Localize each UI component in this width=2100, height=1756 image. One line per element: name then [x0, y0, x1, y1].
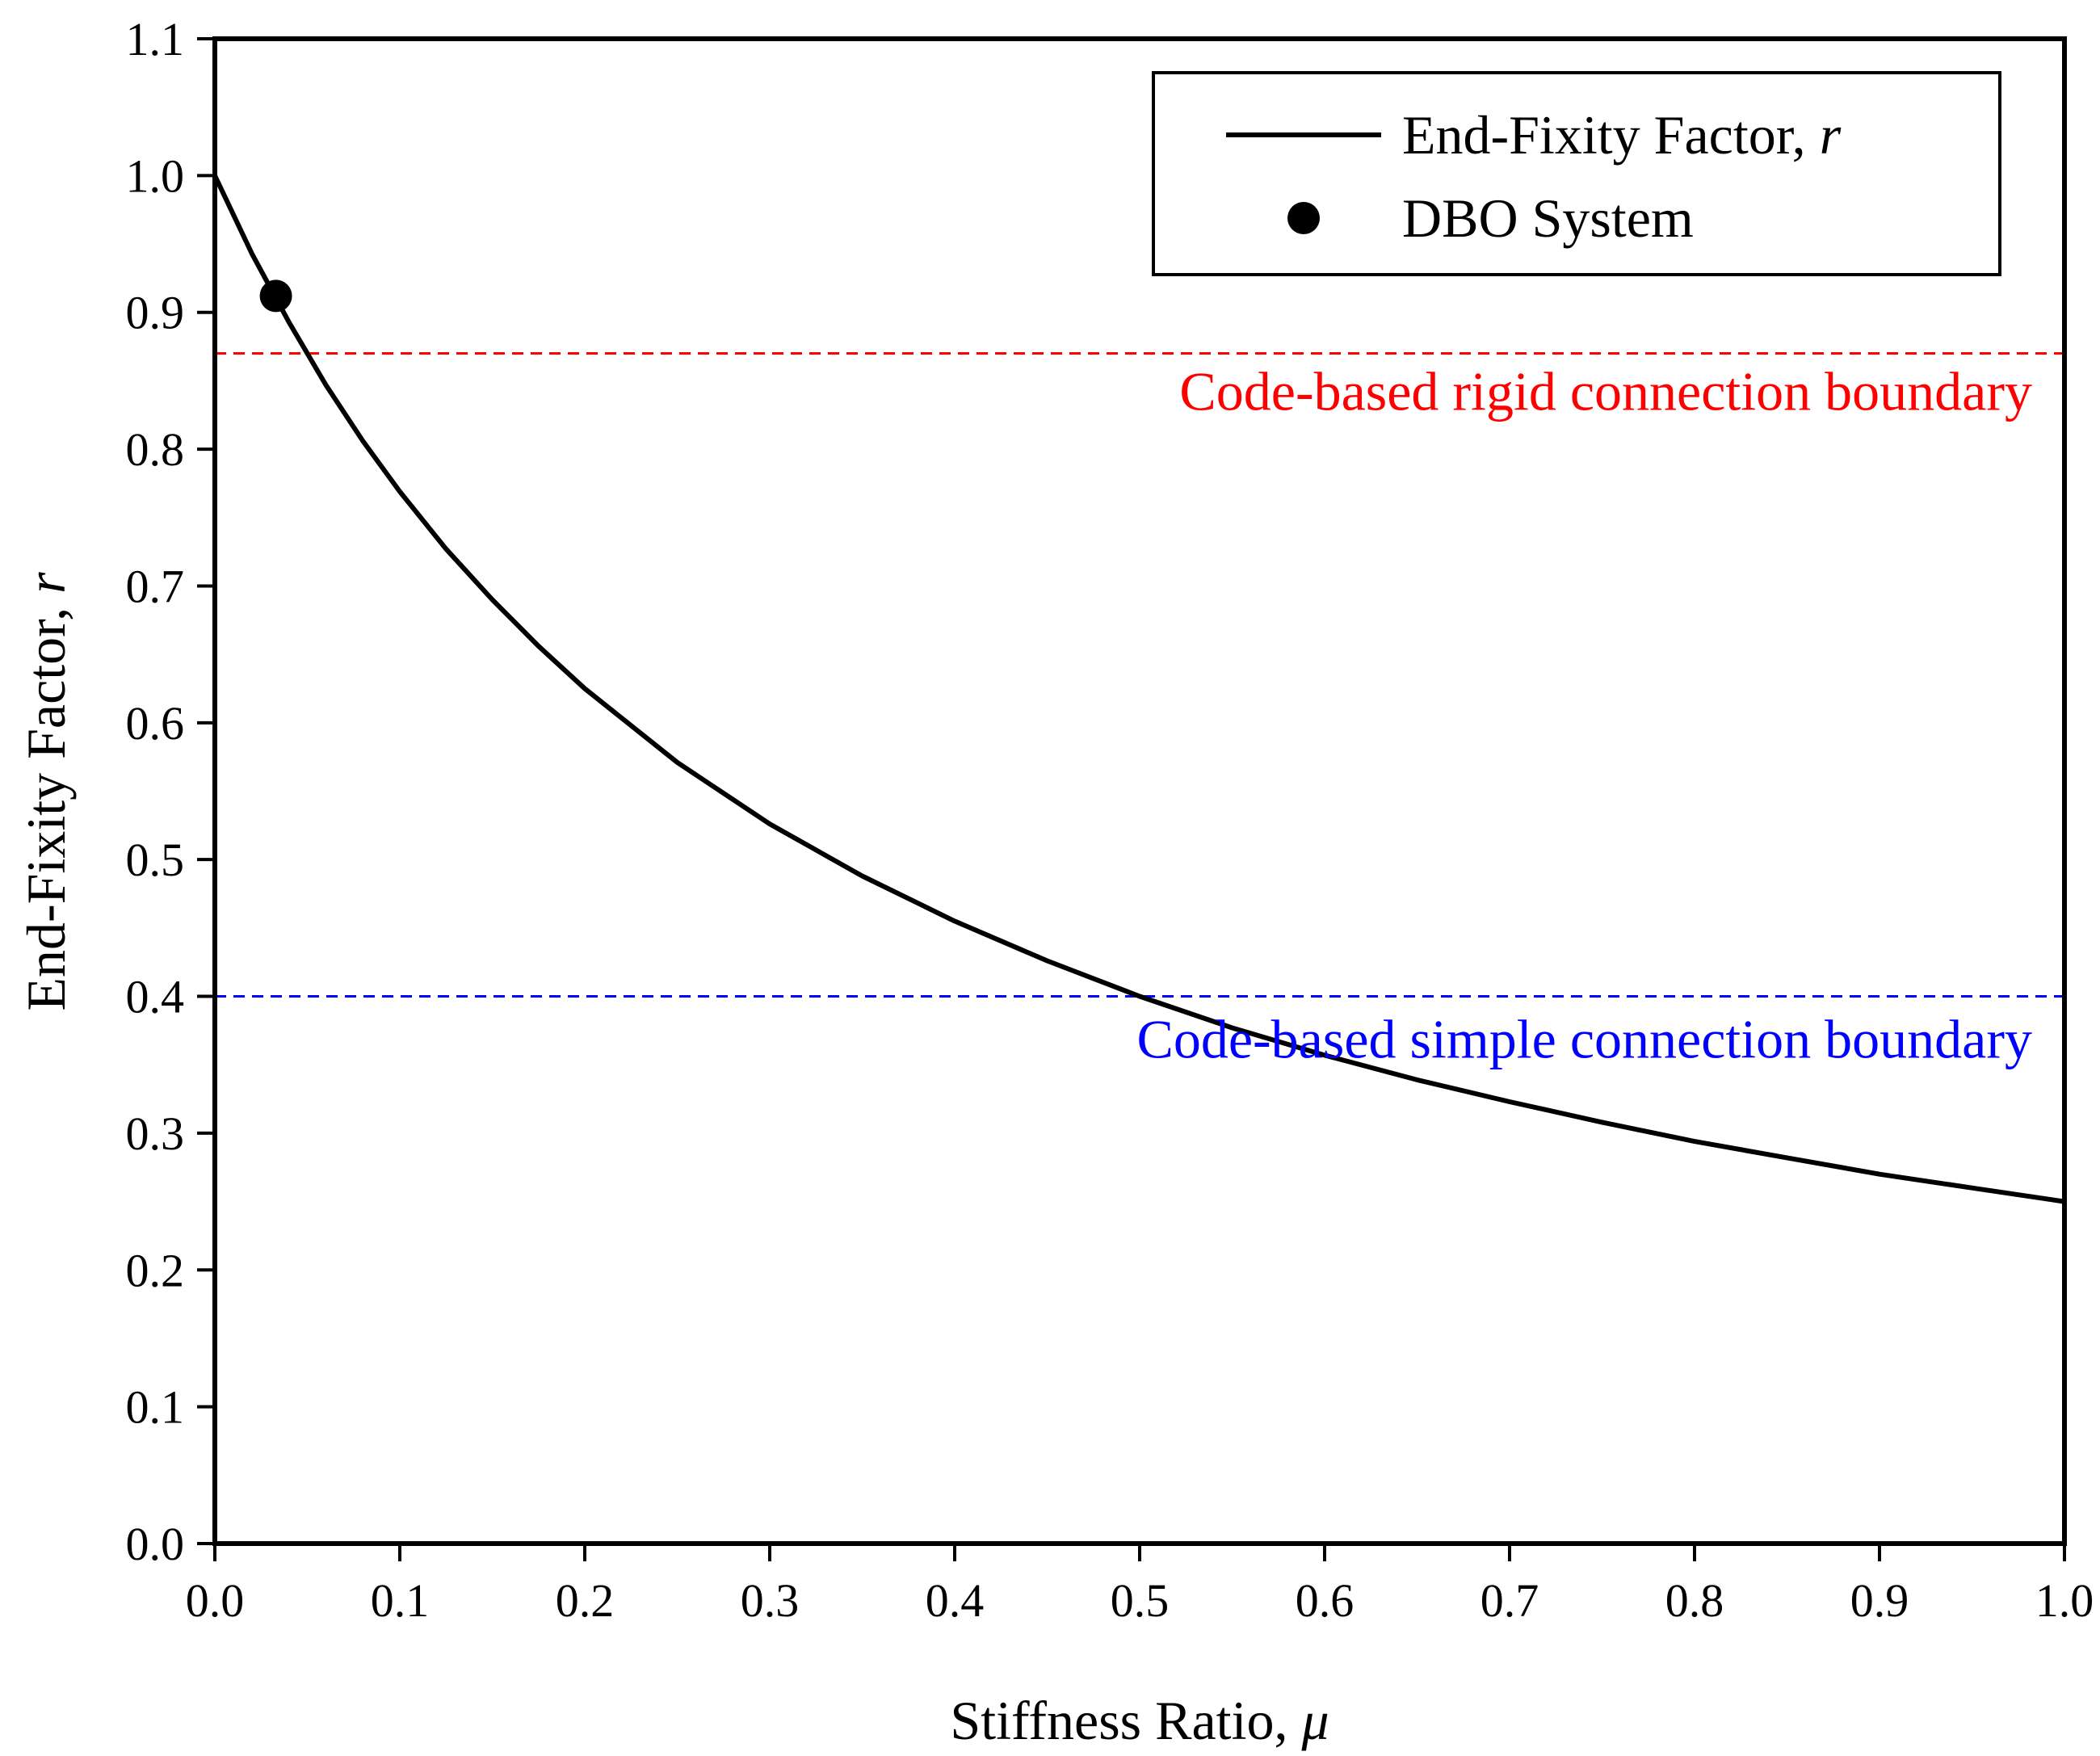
reference-line-label-0: Code-based rigid connection boundary [1179, 361, 2032, 422]
x-tick-label: 0.3 [741, 1574, 800, 1627]
legend-line-label-text: End-Fixity Factor, [1402, 104, 1820, 166]
x-tick-label: 0.8 [1665, 1574, 1724, 1627]
x-tick-label: 0.7 [1480, 1574, 1539, 1627]
y-tick-label: 0.3 [126, 1107, 185, 1160]
x-tick-label: 0.2 [556, 1574, 615, 1627]
series-end-fixity-curve [212, 173, 2067, 1204]
x-axis-title-symbol: μ [1300, 1690, 1329, 1751]
y-tick-label: 0.7 [126, 560, 185, 612]
x-axis-title-text: Stiffness Ratio, [950, 1690, 1301, 1751]
x-axis-title: Stiffness Ratio, μ [950, 1690, 1329, 1751]
x-tick-label: 0.1 [371, 1574, 430, 1627]
y-tick-label: 0.6 [126, 697, 185, 750]
dbo-system-point [259, 279, 292, 313]
y-tick-label: 0.1 [126, 1381, 185, 1434]
legend-box [1152, 71, 2001, 276]
reference-labels: Code-based rigid connection boundary Code… [1137, 361, 2033, 1070]
y-tick-label: 0.4 [126, 971, 185, 1023]
reference-line-label-1: Code-based simple connection boundary [1137, 1009, 2033, 1070]
x-tick-label: 0.6 [1296, 1574, 1354, 1627]
reference-lines [215, 352, 2064, 998]
y-tick-label: 1.1 [126, 13, 185, 65]
axis-ticks [197, 37, 2066, 1561]
legend: End-Fixity Factor, r DBO System [1152, 71, 2001, 276]
x-tick-label: 0.5 [1111, 1574, 1170, 1627]
y-tick-label: 0.8 [126, 423, 185, 476]
y-tick-label: 0.2 [126, 1244, 185, 1296]
plot-frame [212, 36, 2067, 1546]
x-tick-label: 0.0 [186, 1574, 245, 1627]
x-tick-label: 0.9 [1850, 1574, 1909, 1627]
legend-line-label: End-Fixity Factor, r [1402, 104, 1842, 166]
curve-layer [212, 173, 2067, 1204]
axis-tick-labels: 0.0 0.1 0.2 0.3 0.4 0.5 0.6 0.7 0.8 0.9 1.0 0.0 0.1 0… [126, 13, 2094, 1627]
x-tick-label: 0.4 [926, 1574, 985, 1627]
y-tick-label: 1.0 [126, 149, 185, 202]
x-tick-label: 1.0 [2035, 1574, 2094, 1627]
y-tick-label: 0.0 [126, 1518, 185, 1570]
y-tick-label: 0.9 [126, 287, 185, 339]
points-layer [259, 279, 292, 313]
y-axis-title-text: End-Fixity Factor, [15, 594, 77, 1011]
legend-point-swatch [1287, 202, 1320, 234]
legend-line-label-symbol: r [1820, 104, 1842, 166]
y-axis-title: End-Fixity Factor, r [15, 572, 77, 1011]
y-axis-title-symbol: r [15, 572, 77, 594]
y-tick-label: 0.5 [126, 834, 185, 886]
legend-point-label: DBO System [1402, 187, 1694, 249]
